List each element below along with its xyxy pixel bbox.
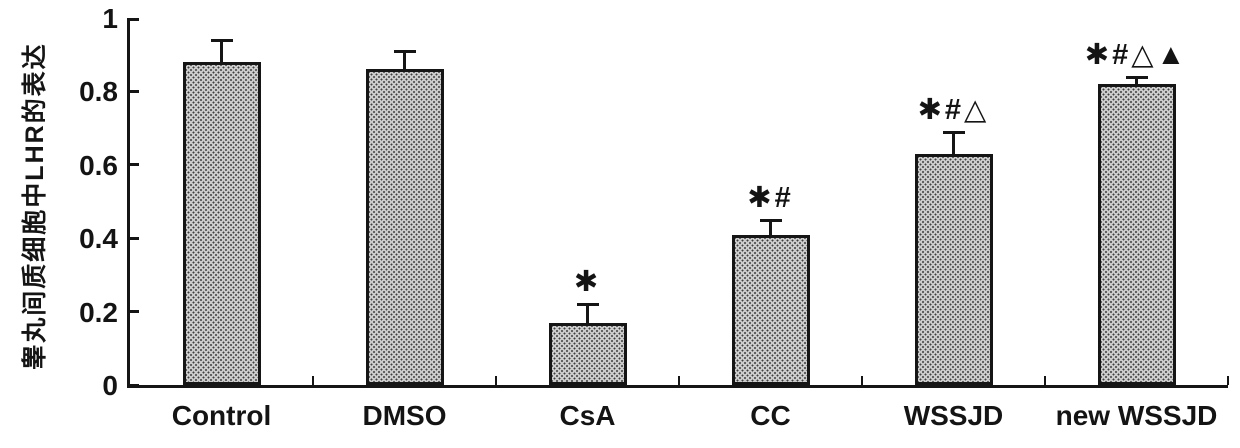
y-axis-tick: [130, 236, 139, 240]
significance-annotation: ✱#: [747, 181, 794, 214]
x-axis-tick: [1227, 376, 1229, 385]
y-axis-tick-label: 0: [102, 370, 118, 401]
error-bar-stem: [220, 40, 223, 65]
error-bar-stem: [952, 131, 955, 156]
bar-csa: [548, 322, 627, 385]
y-axis-tick: [130, 310, 139, 314]
y-axis-tick-label: 0.8: [79, 76, 118, 108]
y-axis-tick-label: 0.4: [79, 223, 118, 255]
y-axis-tick: [130, 18, 139, 21]
x-axis-label-dmso: DMSO: [362, 400, 447, 431]
y-axis-tick-label: 0.2: [79, 296, 118, 328]
bar-control: [182, 62, 261, 385]
error-bar-stem: [769, 219, 772, 237]
y-axis-tick-label: 1: [102, 3, 118, 34]
bar-cc: [731, 234, 810, 385]
y-axis-tick: [130, 163, 139, 167]
x-axis-tick: [678, 376, 680, 385]
x-axis-tick: [495, 376, 497, 385]
y-axis-tick-label: 0.6: [79, 149, 118, 181]
significance-annotation: ✱: [573, 266, 602, 299]
x-axis-tick: [861, 376, 863, 385]
error-bar-cap: [942, 130, 965, 134]
error-bar-stem: [403, 51, 406, 72]
bar-wssjd: [914, 153, 993, 385]
x-axis-tick: [1044, 376, 1046, 385]
error-bar-cap: [393, 50, 416, 54]
error-bar-stem: [586, 304, 589, 325]
y-axis-tick: [130, 383, 139, 387]
error-bar-cap: [210, 39, 233, 43]
significance-annotation: ✱#△: [917, 93, 990, 126]
error-bar-cap: [576, 303, 599, 307]
y-axis-tick: [130, 89, 139, 93]
x-axis-label-new-wssjd: new WSSJD: [1055, 400, 1218, 431]
x-axis-label-control: Control: [171, 400, 272, 431]
error-bar-cap: [759, 218, 782, 222]
significance-annotation: ✱#△▲: [1084, 38, 1189, 71]
error-bar-stem: [1135, 76, 1138, 87]
x-axis-label-csa: CsA: [559, 400, 616, 431]
bar-new-wssjd: [1097, 84, 1176, 385]
x-axis-tick: [312, 376, 314, 385]
x-axis-label-cc: CC: [750, 400, 791, 431]
x-axis-label-wssjd: WSSJD: [903, 400, 1004, 431]
error-bar-cap: [1125, 75, 1148, 79]
bar-dmso: [365, 69, 444, 385]
y-axis-title: 睾丸间质细胞中LHR的表达: [21, 42, 49, 370]
plot-area: 0 0.2 0.4 0.6 0.8 1 Control DMSO ✱ CsA ✱# CC ✱#△ WSSJ…: [79, 5, 1229, 431]
